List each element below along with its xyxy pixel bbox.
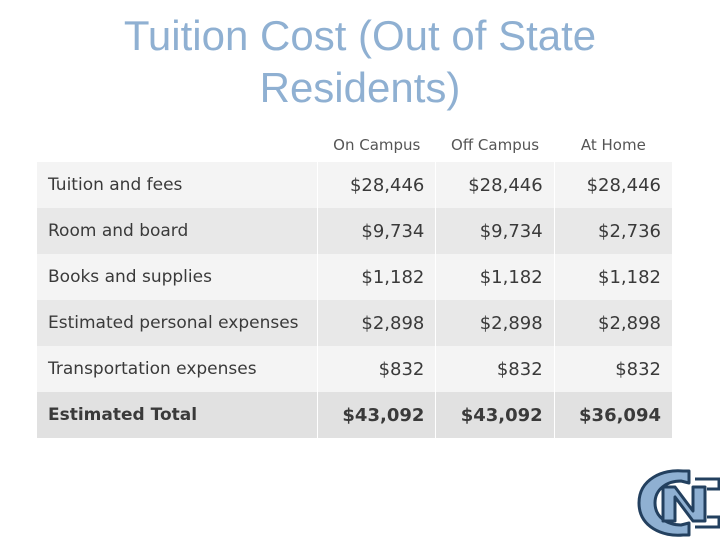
cell-on-campus: $2,898 <box>317 300 437 346</box>
total-label: Estimated Total <box>37 392 319 438</box>
table-row: Estimated personal expenses $2,898 $2,89… <box>37 300 674 346</box>
column-header-on-campus: On Campus <box>333 136 421 154</box>
table-row: Books and supplies $1,182 $1,182 $1,182 <box>37 254 674 300</box>
cell-on-campus: $28,446 <box>317 162 437 208</box>
table-row: Tuition and fees $28,446 $28,446 $28,446 <box>37 162 674 208</box>
cell-off-campus: $832 <box>435 346 555 392</box>
cell-off-campus: $1,182 <box>435 254 555 300</box>
cell-at-home: $1,182 <box>554 254 674 300</box>
column-header-at-home: At Home <box>580 136 646 154</box>
row-label: Tuition and fees <box>37 162 319 208</box>
cell-at-home: $28,446 <box>554 162 674 208</box>
row-label: Room and board <box>37 208 319 254</box>
unc-nc-logo-icon <box>633 465 720 540</box>
cell-on-campus: $832 <box>317 346 437 392</box>
cell-off-campus: $9,734 <box>435 208 555 254</box>
cell-at-home: $2,736 <box>554 208 674 254</box>
row-label: Books and supplies <box>37 254 319 300</box>
cell-on-campus: $9,734 <box>317 208 437 254</box>
slide-title: Tuition Cost (Out of State Residents) <box>123 12 597 111</box>
row-label: Estimated personal expenses <box>37 300 319 346</box>
row-label: Transportation expenses <box>37 346 319 392</box>
tuition-cost-table: On Campus Off Campus At Home Tuition and… <box>37 128 674 438</box>
total-row: Estimated Total $43,092 $43,092 $36,094 <box>37 392 674 438</box>
cell-at-home: $2,898 <box>554 300 674 346</box>
total-at-home: $36,094 <box>554 392 674 438</box>
table-row: Transportation expenses $832 $832 $832 <box>37 346 674 392</box>
column-header-off-campus: Off Campus <box>451 136 540 154</box>
cell-on-campus: $1,182 <box>317 254 437 300</box>
table-header-row: On Campus Off Campus At Home <box>37 128 673 162</box>
cell-off-campus: $28,446 <box>435 162 555 208</box>
cell-off-campus: $2,898 <box>435 300 555 346</box>
cell-at-home: $832 <box>554 346 674 392</box>
total-off-campus: $43,092 <box>435 392 555 438</box>
total-on-campus: $43,092 <box>317 392 437 438</box>
table-row: Room and board $9,734 $9,734 $2,736 <box>37 208 674 254</box>
header-spacer <box>37 128 318 162</box>
